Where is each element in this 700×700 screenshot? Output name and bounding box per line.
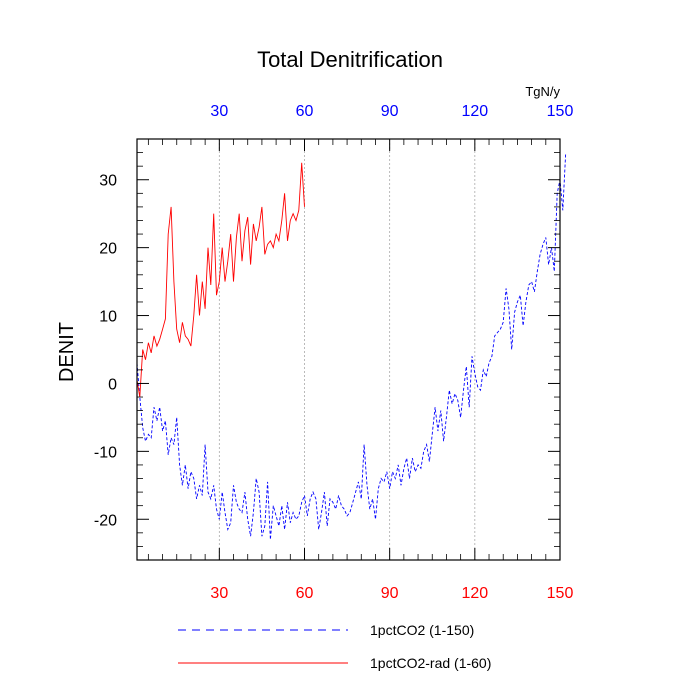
units-label: TgN/y — [525, 84, 560, 99]
x-tick-label-top: 150 — [547, 103, 574, 120]
x-tick-label-bottom: 30 — [210, 585, 228, 602]
y-axis-label: DENIT — [56, 322, 78, 382]
y-tick-label: -10 — [94, 444, 117, 461]
legend: 1pctCO2 (1-150) 1pctCO2-rad (1-60) — [178, 622, 491, 671]
x-tick-label-top: 90 — [381, 103, 399, 120]
x-tick-label-bottom: 120 — [461, 585, 488, 602]
legend-label: 1pctCO2 (1-150) — [370, 622, 474, 638]
y-tick-label: 10 — [99, 309, 117, 326]
series-lines — [136, 152, 567, 540]
y-tick-label: 0 — [108, 376, 117, 393]
axis-ticks: 30 30 60 60 90 90 120 120 150 150 -20 -10 0 10 20 30 — [94, 103, 574, 602]
y-tick-label: 20 — [99, 241, 117, 258]
x-tick-label-top: 30 — [210, 103, 228, 120]
x-gridlines — [218, 139, 476, 560]
x-tick-label-bottom: 60 — [296, 585, 314, 602]
x-tick-label-top: 120 — [461, 103, 488, 120]
legend-label: 1pctCO2-rad (1-60) — [370, 655, 491, 671]
series-line-1 — [136, 152, 567, 540]
x-tick-label-bottom: 150 — [547, 585, 574, 602]
x-tick-label-top: 60 — [296, 103, 314, 120]
chart-title: Total Denitrification — [257, 47, 443, 72]
y-tick-label: 30 — [99, 173, 117, 190]
y-tick-label: -20 — [94, 512, 117, 529]
plot-frame — [136, 138, 561, 561]
x-tick-label-bottom: 90 — [381, 585, 399, 602]
series-line-2 — [136, 162, 305, 398]
